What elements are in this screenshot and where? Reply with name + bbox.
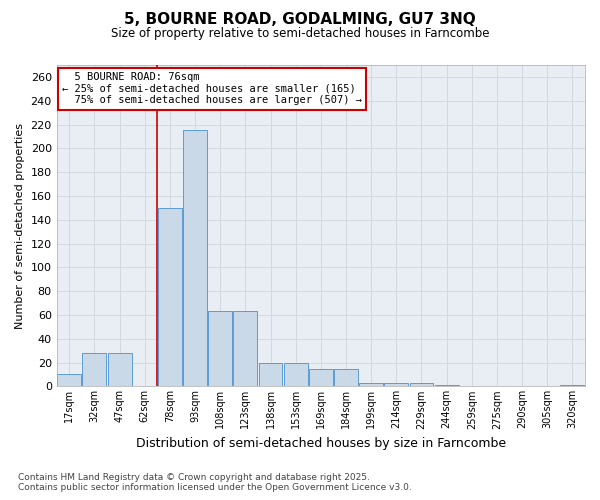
Bar bbox=[233, 312, 257, 386]
Bar bbox=[309, 368, 333, 386]
Bar bbox=[434, 385, 458, 386]
Bar bbox=[410, 383, 433, 386]
Text: Contains HM Land Registry data © Crown copyright and database right 2025.
Contai: Contains HM Land Registry data © Crown c… bbox=[18, 473, 412, 492]
Bar bbox=[208, 312, 232, 386]
Bar bbox=[560, 385, 584, 386]
Bar bbox=[259, 362, 283, 386]
Bar bbox=[82, 353, 106, 386]
Bar bbox=[359, 383, 383, 386]
Y-axis label: Number of semi-detached properties: Number of semi-detached properties bbox=[15, 122, 25, 328]
Bar bbox=[57, 374, 81, 386]
Bar bbox=[334, 368, 358, 386]
Bar bbox=[158, 208, 182, 386]
Bar bbox=[183, 130, 207, 386]
Bar bbox=[107, 353, 131, 386]
Text: Size of property relative to semi-detached houses in Farncombe: Size of property relative to semi-detach… bbox=[111, 28, 489, 40]
Bar bbox=[284, 362, 308, 386]
X-axis label: Distribution of semi-detached houses by size in Farncombe: Distribution of semi-detached houses by … bbox=[136, 437, 506, 450]
Text: 5, BOURNE ROAD, GODALMING, GU7 3NQ: 5, BOURNE ROAD, GODALMING, GU7 3NQ bbox=[124, 12, 476, 28]
Bar bbox=[385, 383, 408, 386]
Text: 5 BOURNE ROAD: 76sqm
← 25% of semi-detached houses are smaller (165)
  75% of se: 5 BOURNE ROAD: 76sqm ← 25% of semi-detac… bbox=[62, 72, 362, 106]
